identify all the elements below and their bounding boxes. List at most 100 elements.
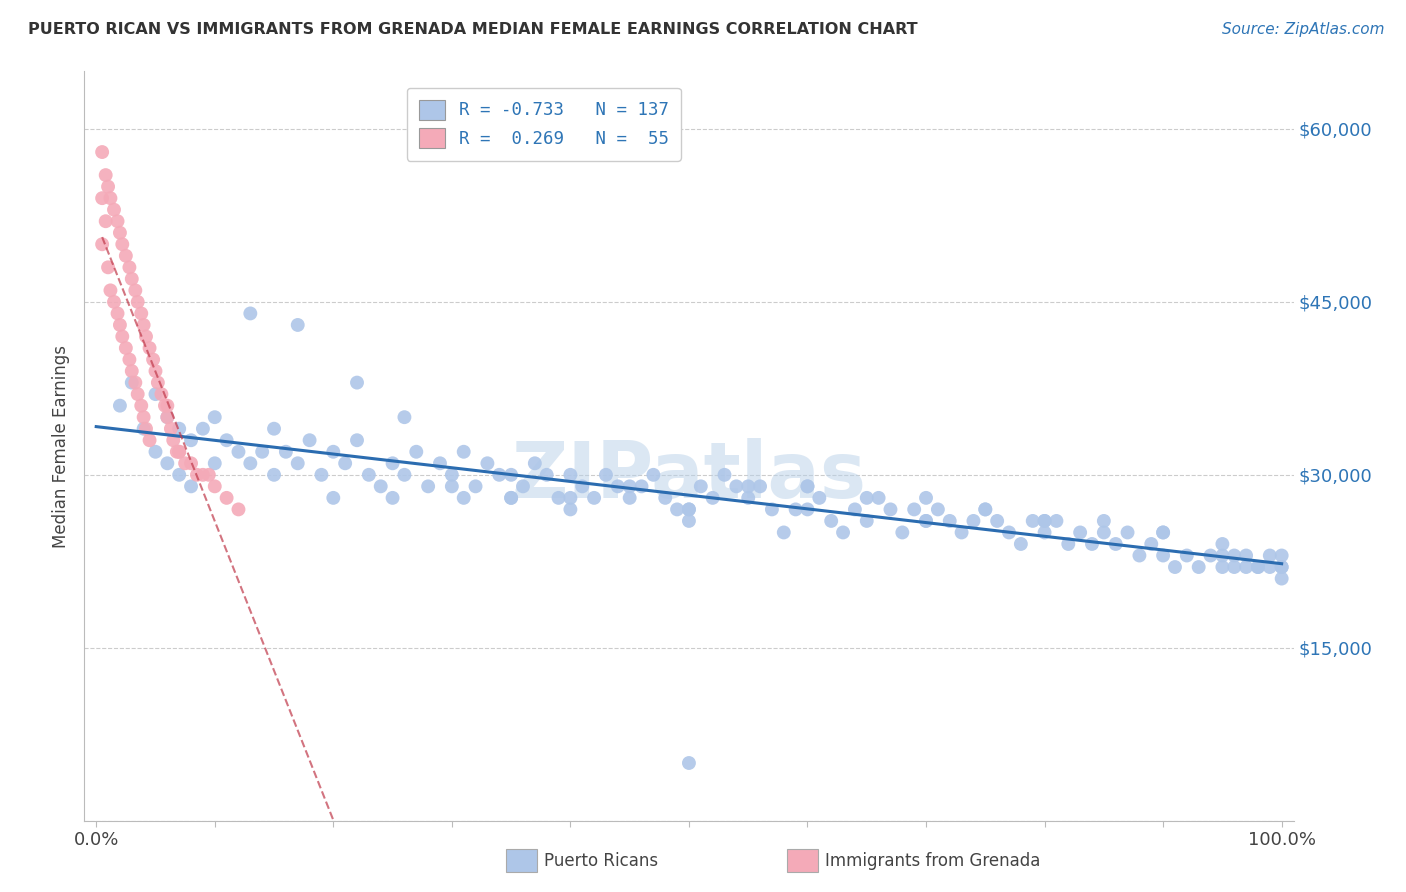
Point <box>1247 560 1270 574</box>
Point <box>204 456 226 470</box>
Point <box>204 410 226 425</box>
Point <box>1152 549 1174 563</box>
Point <box>643 467 665 482</box>
Point <box>228 444 250 458</box>
Point <box>145 387 167 401</box>
Point <box>1057 537 1080 551</box>
Point <box>108 318 131 332</box>
Point <box>142 352 165 367</box>
Point <box>1022 514 1045 528</box>
Point <box>228 502 250 516</box>
Point <box>501 491 523 505</box>
Point <box>1092 525 1115 540</box>
Point <box>1211 537 1233 551</box>
Point <box>97 260 120 275</box>
Text: PUERTO RICAN VS IMMIGRANTS FROM GRENADA MEDIAN FEMALE EARNINGS CORRELATION CHART: PUERTO RICAN VS IMMIGRANTS FROM GRENADA … <box>28 22 918 37</box>
Point <box>713 467 735 482</box>
Point <box>725 479 748 493</box>
Point <box>820 514 842 528</box>
Point <box>440 467 463 482</box>
Point <box>298 434 321 448</box>
Point <box>107 306 129 320</box>
Legend: R = -0.733   N = 137, R =  0.269   N =  55: R = -0.733 N = 137, R = 0.269 N = 55 <box>406 87 681 161</box>
Point <box>160 422 183 436</box>
Point <box>108 399 131 413</box>
Text: ZIPatlas: ZIPatlas <box>512 438 866 514</box>
Point <box>915 514 938 528</box>
Point <box>124 284 146 298</box>
Text: Immigrants from Grenada: Immigrants from Grenada <box>825 852 1040 870</box>
Point <box>1092 514 1115 528</box>
Point <box>111 237 134 252</box>
Point <box>97 179 120 194</box>
Point <box>1223 560 1246 574</box>
Point <box>796 502 818 516</box>
Point <box>132 422 155 436</box>
Point <box>138 434 160 448</box>
Point <box>619 479 641 493</box>
Point <box>322 491 344 505</box>
Point <box>127 387 149 401</box>
Point <box>167 444 190 458</box>
Point <box>1234 549 1257 563</box>
Point <box>103 294 125 309</box>
Point <box>1188 560 1211 574</box>
Point <box>100 284 122 298</box>
Point <box>135 422 157 436</box>
Point <box>156 456 179 470</box>
Point <box>749 479 772 493</box>
Point <box>129 399 152 413</box>
Point <box>927 502 949 516</box>
Point <box>346 434 368 448</box>
Point <box>1271 560 1294 574</box>
Point <box>180 456 202 470</box>
Point <box>879 502 901 516</box>
Text: Puerto Ricans: Puerto Ricans <box>544 852 658 870</box>
Point <box>832 525 855 540</box>
Point <box>654 491 676 505</box>
Point <box>477 456 499 470</box>
Point <box>115 249 138 263</box>
Point <box>915 491 938 505</box>
Point <box>808 491 831 505</box>
Point <box>180 434 202 448</box>
Point <box>145 364 167 378</box>
Point <box>702 491 724 505</box>
Point <box>186 467 208 482</box>
Point <box>855 491 877 505</box>
Point <box>118 260 141 275</box>
Point <box>560 491 582 505</box>
Point <box>322 444 344 458</box>
Point <box>678 502 700 516</box>
Point <box>1234 560 1257 574</box>
Point <box>560 467 582 482</box>
Point <box>678 514 700 528</box>
Point <box>146 376 169 390</box>
Point <box>145 444 167 458</box>
Point <box>678 502 700 516</box>
Point <box>381 456 404 470</box>
Point <box>689 479 711 493</box>
Point <box>174 456 197 470</box>
Point <box>287 456 309 470</box>
Point <box>156 410 179 425</box>
Point <box>1081 537 1104 551</box>
Point <box>394 467 416 482</box>
Point <box>121 272 143 286</box>
Point <box>595 467 617 482</box>
Point <box>962 514 984 528</box>
Point <box>453 444 475 458</box>
Point <box>523 456 546 470</box>
Point <box>381 491 404 505</box>
Point <box>796 479 818 493</box>
Point <box>129 306 152 320</box>
Point <box>121 364 143 378</box>
Point <box>678 756 700 770</box>
Point <box>311 467 333 482</box>
Point <box>115 341 138 355</box>
Point <box>915 514 938 528</box>
Point <box>167 422 190 436</box>
Point <box>418 479 440 493</box>
Point <box>91 145 114 159</box>
Point <box>1247 560 1270 574</box>
